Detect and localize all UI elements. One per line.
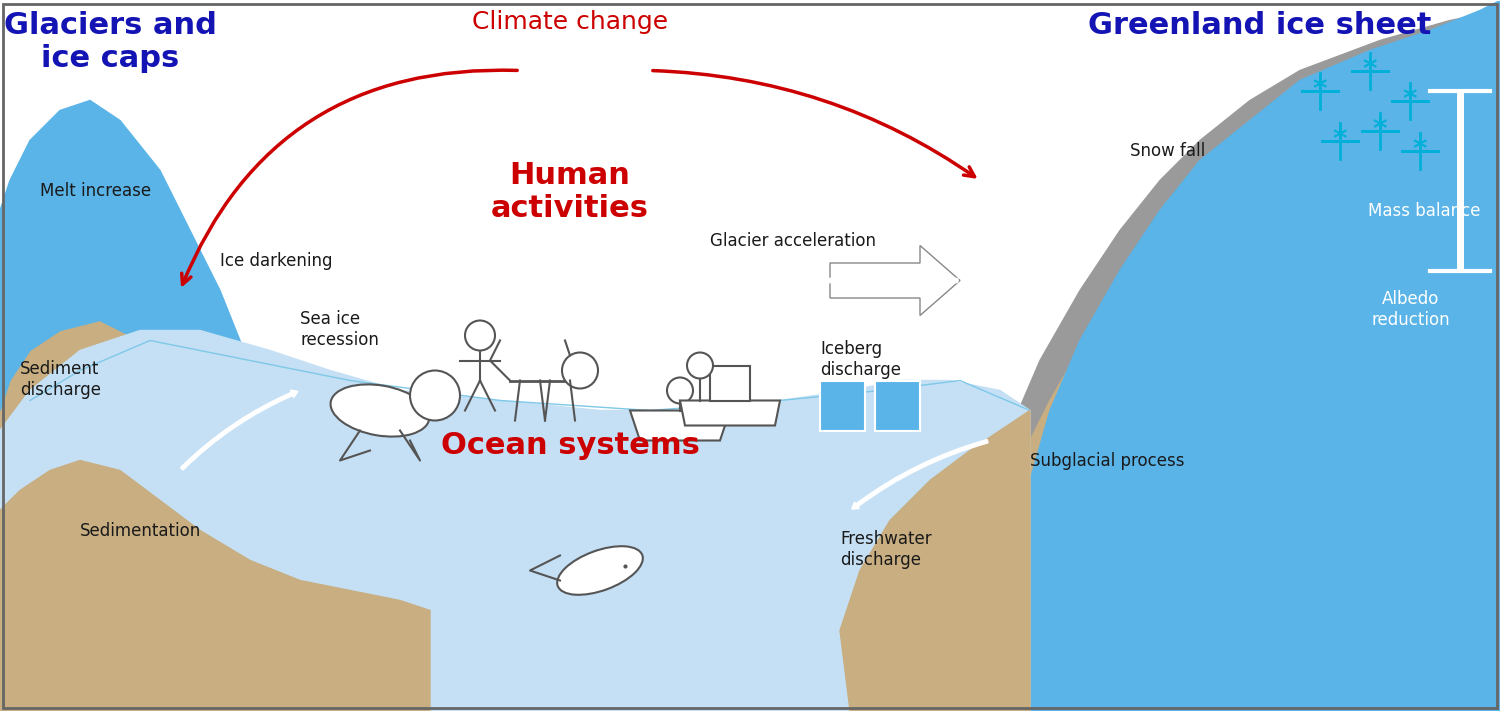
Text: Freshwater
discharge: Freshwater discharge: [840, 530, 932, 570]
Text: *: *: [1332, 127, 1347, 154]
Polygon shape: [0, 240, 750, 710]
Circle shape: [465, 321, 495, 351]
Text: Glacier acceleration: Glacier acceleration: [710, 232, 876, 250]
Text: Sedimentation: Sedimentation: [80, 521, 201, 540]
Polygon shape: [0, 100, 251, 410]
Text: Melt increase: Melt increase: [40, 181, 152, 200]
Polygon shape: [990, 11, 1500, 710]
Polygon shape: [680, 400, 780, 425]
Text: Mass balance: Mass balance: [1368, 201, 1480, 220]
Text: *: *: [1362, 56, 1377, 85]
Polygon shape: [0, 461, 430, 710]
Text: Snow fall: Snow fall: [1130, 141, 1206, 159]
Polygon shape: [990, 31, 1500, 710]
Bar: [710, 365, 750, 400]
Bar: [874, 380, 920, 430]
Polygon shape: [0, 291, 750, 710]
Text: Subglacial process: Subglacial process: [1030, 451, 1185, 469]
Text: Iceberg
discharge: Iceberg discharge: [821, 341, 902, 379]
Circle shape: [668, 378, 693, 404]
Ellipse shape: [556, 546, 644, 595]
Circle shape: [562, 353, 598, 388]
FancyArrow shape: [830, 245, 960, 316]
Polygon shape: [0, 331, 1030, 710]
Text: Human
activities: Human activities: [490, 161, 650, 223]
Text: *: *: [1413, 137, 1428, 164]
Text: *: *: [1372, 117, 1388, 144]
Text: Ocean systems: Ocean systems: [441, 430, 699, 459]
Text: Climate change: Climate change: [472, 11, 668, 35]
Ellipse shape: [330, 385, 429, 437]
Text: Ice darkening: Ice darkening: [220, 252, 333, 269]
Circle shape: [410, 370, 460, 420]
Circle shape: [687, 353, 712, 378]
Text: Sea ice
recession: Sea ice recession: [300, 311, 380, 349]
Text: Albedo
reduction: Albedo reduction: [1371, 291, 1450, 329]
Text: Sediment
discharge: Sediment discharge: [20, 360, 101, 400]
Polygon shape: [1020, 1, 1500, 710]
Polygon shape: [630, 410, 730, 441]
Text: *: *: [1312, 77, 1328, 105]
Text: Greenland ice sheet: Greenland ice sheet: [1089, 11, 1431, 40]
Polygon shape: [840, 410, 1030, 710]
Text: Glaciers and
ice caps: Glaciers and ice caps: [3, 11, 216, 73]
Bar: [821, 380, 866, 430]
Text: *: *: [1402, 87, 1417, 114]
